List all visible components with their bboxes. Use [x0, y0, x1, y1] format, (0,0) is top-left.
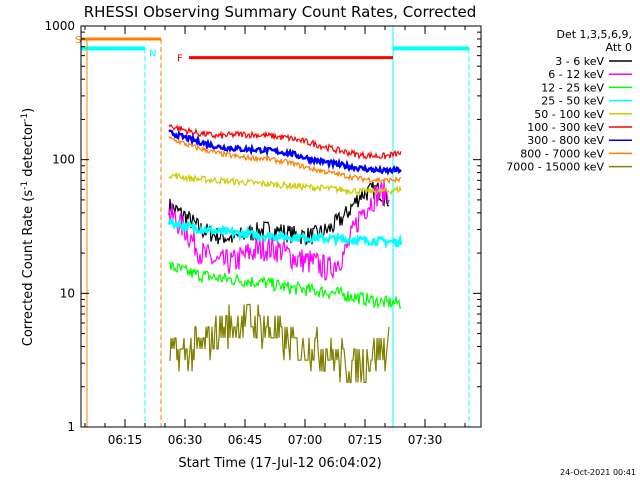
night-label: N: [149, 48, 156, 59]
series-line-6: [168, 129, 402, 176]
y-tick-label-3: 1000: [44, 19, 75, 33]
series-line-1: [168, 179, 390, 281]
y-axis-label-mid: detector: [21, 121, 36, 181]
flare-label: F: [177, 54, 183, 65]
chart-title: RHESSI Observing Summary Count Rates, Co…: [84, 3, 477, 21]
series-line-4: [168, 171, 402, 197]
series-line-5: [168, 123, 402, 160]
legend-label-5: 100 - 300 keV: [527, 121, 604, 134]
series-line-8: [169, 303, 390, 383]
y-axis-label-exp2: -1: [20, 113, 30, 122]
series-line-3: [167, 218, 403, 249]
y-axis-label: Corrected Count Rate (s-1 detector-1): [20, 108, 36, 346]
x-axis-label: Start Time (17-Jul-12 06:04:02): [178, 456, 381, 471]
legend-label-8: 7000 - 15000 keV: [506, 161, 604, 174]
y-axis-label-end: ): [21, 108, 36, 113]
x-tick-label-0: 06:15: [108, 433, 143, 447]
series-line-7: [168, 135, 402, 185]
legend-header-attenuator: Att 0: [606, 41, 632, 54]
y-tick-label-1: 10: [60, 286, 75, 300]
legend-label-1: 6 - 12 keV: [548, 68, 604, 81]
y-axis-label-exp1: -1: [20, 181, 30, 190]
legend-label-6: 300 - 800 keV: [527, 134, 604, 147]
x-tick-label-2: 06:45: [228, 433, 263, 447]
legend-label-0: 3 - 6 keV: [555, 55, 604, 68]
legend-label-7: 800 - 7000 keV: [520, 147, 604, 160]
legend-label-2: 12 - 25 keV: [541, 81, 604, 94]
saa-label: S: [75, 35, 81, 46]
plot-area: S N F: [75, 26, 470, 427]
y-tick-label-2: 100: [52, 153, 75, 167]
legend-header-detectors: Det 1,3,5,6,9,: [556, 28, 632, 41]
x-tick-label-1: 06:30: [168, 433, 203, 447]
plot-frame: [80, 25, 482, 428]
axes: 06:15 06:30 06:45 07:00 07:15 07:30 1 10 100 1000: [44, 19, 481, 447]
x-tick-label-4: 07:15: [348, 433, 383, 447]
legend-label-4: 50 - 100 keV: [534, 108, 604, 121]
series-line-2: [168, 260, 402, 310]
legend-label-3: 25 - 50 keV: [541, 95, 604, 108]
x-tick-label-3: 07:00: [288, 433, 323, 447]
series-line-0: [168, 181, 390, 247]
x-tick-label-5: 07:30: [408, 433, 443, 447]
y-tick-label-0: 1: [67, 420, 75, 434]
y-axis-label-start: Corrected Count Rate (s: [21, 190, 36, 347]
footer-timestamp: 24-Oct-2021 00:41: [560, 468, 636, 477]
